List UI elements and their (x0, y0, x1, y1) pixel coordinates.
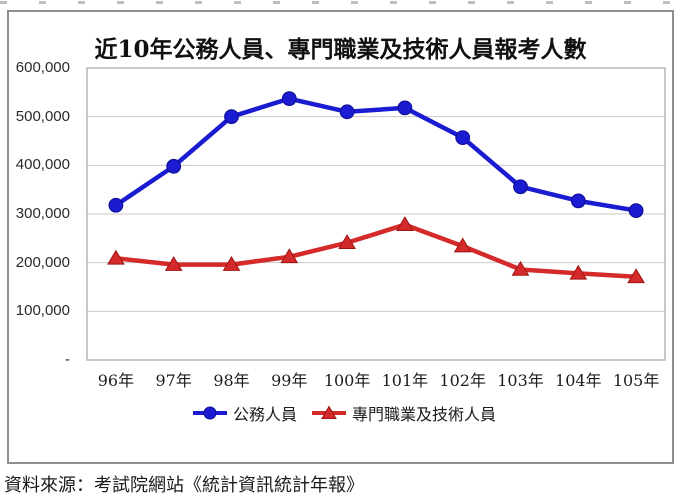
y-tick-label: 600,000 (15, 59, 70, 76)
y-tick-label: 400,000 (15, 156, 70, 174)
y-tick-label: - (65, 351, 70, 368)
data-point-triangle-icon (222, 256, 241, 271)
page-edge-artifact (0, 1, 688, 4)
data-point-triangle-icon (164, 256, 183, 271)
y-tick-label: 100,000 (15, 302, 70, 320)
x-tick-label: 104年 (555, 371, 602, 390)
chart-frame: 近10年公務人員、專門職業及技術人員報考人數 (7, 10, 674, 464)
y-tick-label: 200,000 (15, 253, 70, 271)
y-tick-label: 500,000 (15, 107, 70, 125)
x-tick-label: 105年 (612, 371, 660, 390)
legend-marker-triangle-icon (312, 405, 346, 419)
x-tick-label: 99年 (271, 371, 308, 390)
x-tick-label: 98年 (213, 371, 250, 390)
data-point-circle-icon (166, 158, 182, 174)
x-tick-label: 103年 (497, 371, 544, 390)
data-point-triangle-icon (280, 248, 299, 264)
legend-item-label: 專門職業及技術人員 (352, 405, 497, 424)
data-point-triangle-icon (338, 234, 356, 250)
source-note: 資料來源：考試院網站《統計資訊統計年報》 (4, 475, 364, 496)
data-point-triangle-icon (453, 237, 472, 253)
legend-marker-circle-icon (192, 406, 227, 420)
x-tick-label: 101年 (381, 371, 429, 390)
data-point-circle-icon (397, 100, 413, 116)
data-point-triangle-icon (107, 249, 125, 265)
plot-border (86, 67, 666, 361)
data-point-circle-icon (224, 109, 239, 125)
data-point-circle-icon (339, 104, 355, 120)
data-point-triangle-icon (396, 216, 414, 232)
chart-title: 近10年公務人員、專門職業及技術人員報考人數 (94, 36, 587, 63)
x-tick-label: 100年 (323, 371, 371, 390)
x-tick-label: 96年 (97, 371, 135, 390)
x-tick-label: 102年 (439, 371, 486, 390)
data-point-triangle-icon (627, 268, 645, 284)
legend-item: 專門職業及技術人員 (311, 401, 496, 425)
legend-item-label: 公務人員 (232, 405, 297, 424)
series-line-triangle (113, 222, 639, 280)
series-line-circle (113, 96, 639, 213)
data-point-circle-icon (108, 197, 124, 213)
legend-item: 公務人員 (192, 401, 297, 425)
data-point-circle-icon (513, 179, 528, 195)
data-point-circle-icon (281, 91, 297, 107)
data-point-circle-icon (628, 203, 644, 218)
data-point-circle-icon (570, 193, 586, 209)
data-point-circle-icon (455, 130, 471, 145)
y-tick-label: 300,000 (15, 205, 70, 222)
data-point-triangle-icon (569, 264, 588, 280)
x-tick-label: 97年 (155, 371, 192, 390)
data-point-triangle-icon (511, 260, 530, 276)
legend: 公務人員 專門職業及技術人員 (0, 402, 688, 424)
